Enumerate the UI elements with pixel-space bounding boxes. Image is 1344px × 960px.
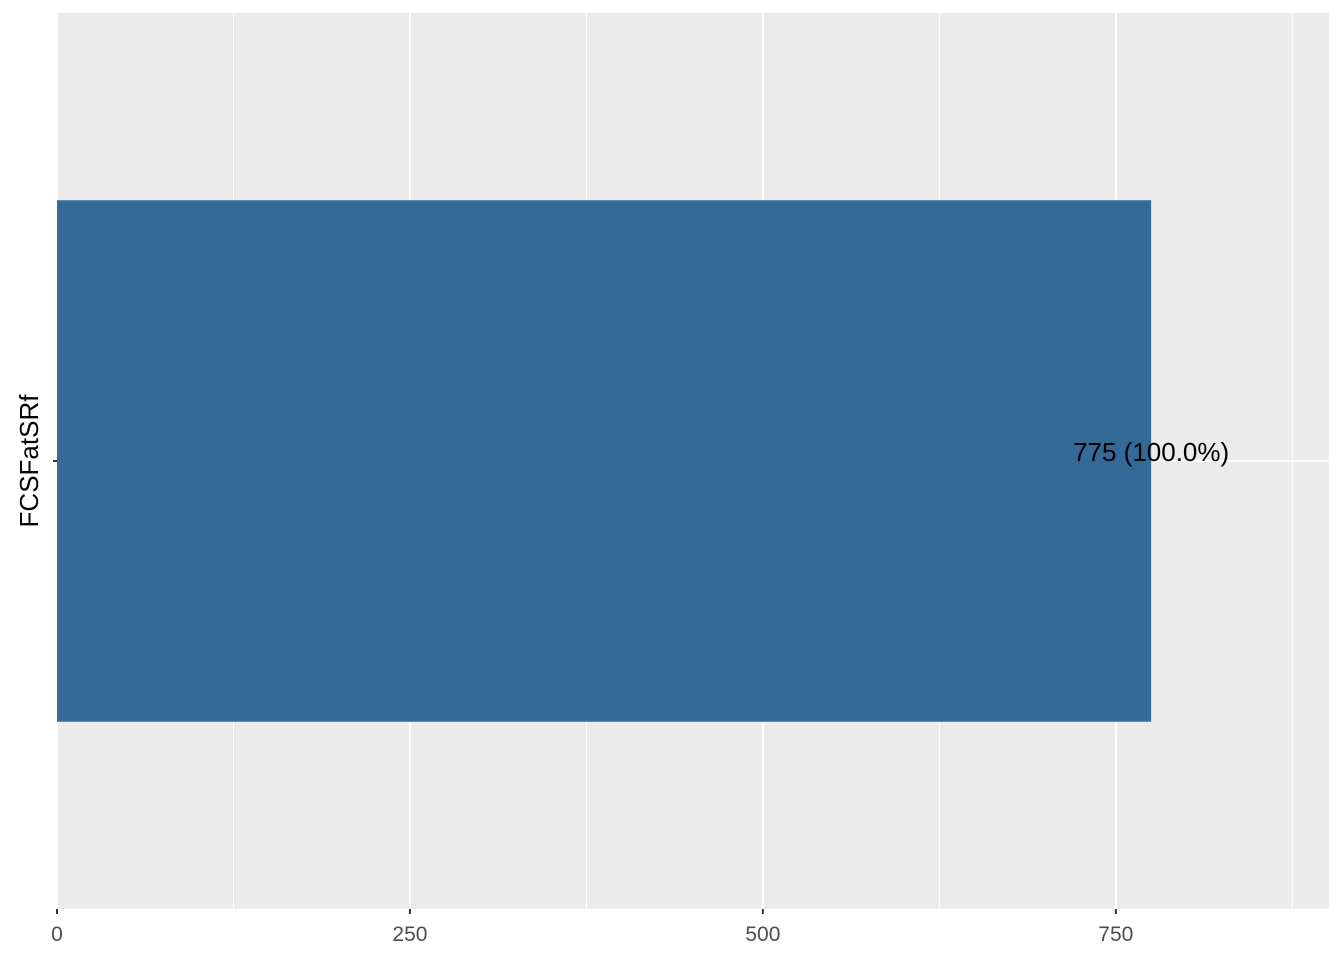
bar <box>57 200 1152 722</box>
x-axis: 0 250 500 750 <box>51 909 1133 946</box>
y-tick-label: FCSFatSRf <box>14 394 44 528</box>
x-tick-label: 250 <box>392 923 427 946</box>
data-labels: 775 (100.0%) <box>1073 437 1229 467</box>
data-label: 775 (100.0%) <box>1073 437 1229 467</box>
y-axis: FCSFatSRf <box>14 394 57 528</box>
x-tick-label: 0 <box>51 923 63 946</box>
bars <box>57 200 1152 722</box>
x-tick-label: 500 <box>745 923 780 946</box>
x-tick-label: 750 <box>1098 923 1133 946</box>
